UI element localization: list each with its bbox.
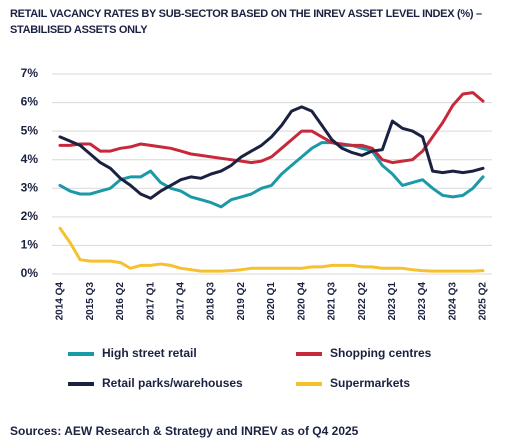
legend-label: Supermarkets <box>330 376 410 390</box>
x-tick-label: 2017 Q4 <box>175 282 186 321</box>
x-tick-label: 2023 Q4 <box>417 282 428 321</box>
y-tick-label: 6% <box>21 95 39 109</box>
y-tick-label: 1% <box>21 238 39 252</box>
x-tick-label: 2015 Q3 <box>85 282 96 321</box>
source: Sources: AEW Research & Strategy and INR… <box>10 424 359 438</box>
x-tick-label: 2025 Q2 <box>478 282 489 321</box>
x-tick-label: 2020 Q1 <box>266 282 277 321</box>
y-tick-label: 0% <box>21 266 39 280</box>
y-tick-label: 5% <box>21 123 39 137</box>
x-tick-label: 2018 Q3 <box>206 282 217 321</box>
x-tick-label: 2019 Q2 <box>236 282 247 321</box>
y-tick-label: 3% <box>21 180 39 194</box>
x-tick-label: 2016 Q2 <box>115 282 126 321</box>
x-tick-label: 2023 Q1 <box>387 282 398 321</box>
legend-label: High street retail <box>102 346 197 360</box>
y-tick-label: 2% <box>21 209 39 223</box>
series-line <box>58 105 485 200</box>
legend-label: Shopping centres <box>330 346 432 360</box>
x-tick-label: 2020 Q4 <box>296 282 307 321</box>
x-tick-label: 2022 Q2 <box>357 282 368 321</box>
x-tick-label: 2021 Q3 <box>327 282 338 321</box>
x-tick-label: 2014 Q4 <box>55 282 66 321</box>
y-tick-label: 7% <box>21 66 39 80</box>
y-tick-label: 4% <box>21 152 39 166</box>
series-line <box>58 226 485 273</box>
x-tick-label: 2024 Q3 <box>447 282 458 321</box>
legend-label: Retail parks/warehouses <box>102 376 243 390</box>
x-tick-label: 2017 Q1 <box>145 282 156 321</box>
chart-title: RETAIL VACANCY RATES BY SUB-SECTOR BASED… <box>10 8 482 36</box>
series-line <box>58 91 485 165</box>
series-line <box>58 141 485 209</box>
